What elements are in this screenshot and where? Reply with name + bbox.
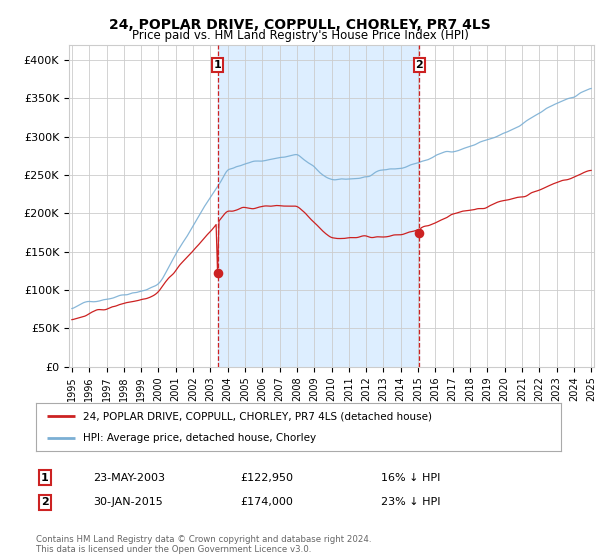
Text: 24, POPLAR DRIVE, COPPULL, CHORLEY, PR7 4LS (detached house): 24, POPLAR DRIVE, COPPULL, CHORLEY, PR7 … <box>83 411 432 421</box>
Point <box>213 268 223 277</box>
Text: 2: 2 <box>41 497 49 507</box>
Text: 1: 1 <box>214 60 221 70</box>
Point <box>415 229 424 238</box>
Text: 16% ↓ HPI: 16% ↓ HPI <box>381 473 440 483</box>
Text: HPI: Average price, detached house, Chorley: HPI: Average price, detached house, Chor… <box>83 433 316 443</box>
Text: 1: 1 <box>41 473 49 483</box>
Text: Price paid vs. HM Land Registry's House Price Index (HPI): Price paid vs. HM Land Registry's House … <box>131 29 469 42</box>
Bar <box>218 45 419 367</box>
Text: 2: 2 <box>416 60 424 70</box>
Text: 30-JAN-2015: 30-JAN-2015 <box>93 497 163 507</box>
Text: 23% ↓ HPI: 23% ↓ HPI <box>381 497 440 507</box>
Text: £174,000: £174,000 <box>240 497 293 507</box>
Text: 23-MAY-2003: 23-MAY-2003 <box>93 473 165 483</box>
Text: £122,950: £122,950 <box>240 473 293 483</box>
Text: 24, POPLAR DRIVE, COPPULL, CHORLEY, PR7 4LS: 24, POPLAR DRIVE, COPPULL, CHORLEY, PR7 … <box>109 18 491 32</box>
Text: Contains HM Land Registry data © Crown copyright and database right 2024.
This d: Contains HM Land Registry data © Crown c… <box>36 535 371 554</box>
